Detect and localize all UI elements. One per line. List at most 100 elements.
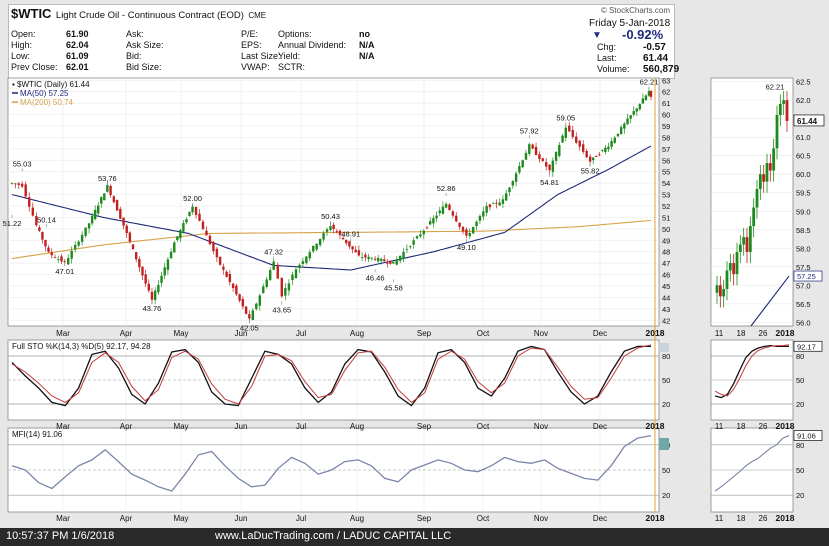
inset-x-label: 26 [759, 514, 768, 523]
candle-body [370, 257, 374, 259]
candle-body [623, 123, 626, 129]
price-tick-label: 42 [662, 316, 670, 325]
candle-body [67, 258, 70, 265]
candle-body [284, 288, 287, 296]
candle-body [208, 235, 212, 245]
annotation-label: 45.58 [384, 283, 403, 292]
candle-body [315, 243, 318, 250]
month-label: Apr [120, 514, 133, 523]
month-label: May [173, 422, 188, 431]
candle-body [38, 227, 41, 231]
candle-body [373, 258, 377, 260]
inset-ma50-label: 57.25 [797, 272, 816, 281]
candle-body [332, 224, 335, 230]
month-label: Jul [296, 329, 306, 338]
candle-body [521, 160, 524, 168]
month-label: Dec [593, 422, 607, 431]
candle-body [90, 215, 94, 224]
inset-mfi [714, 435, 790, 492]
inset-candle [768, 163, 772, 171]
candle-body [188, 211, 191, 216]
legend-sto: Full STO %K(14,3) %D(5) 92.17, 94.28 [12, 342, 151, 351]
inset-tick-label: 60.5 [796, 152, 811, 161]
candle-body [122, 217, 125, 226]
inset-candle [765, 163, 769, 182]
month-label: Nov [534, 329, 548, 338]
price-tick-label: 62 [662, 88, 670, 97]
price-candles [10, 88, 653, 324]
symbol: $WTIC [11, 6, 52, 21]
candle-body [528, 144, 531, 154]
candle-body [461, 226, 465, 232]
candle-body [616, 133, 620, 137]
month-label: Sep [417, 422, 432, 431]
inset-sto-box [793, 340, 823, 352]
quote-label: Bid Size: [126, 62, 162, 72]
candle-body [581, 144, 585, 152]
candle-body [57, 259, 60, 261]
inset-sto-k [714, 344, 789, 399]
candle-body [251, 310, 255, 321]
candle-body [17, 183, 20, 185]
price-tick-label: 50 [662, 225, 670, 234]
price-tick-label: 47 [662, 259, 670, 268]
zoom-inset: 56.0 56.5 57.0 57.5 58.0 58.5 59.0 59.5 60.0 60.5… [711, 78, 825, 523]
candle-body [415, 236, 419, 239]
month-label: Aug [350, 329, 364, 338]
candle-body [150, 291, 154, 300]
candle-body [488, 204, 492, 208]
candle-body [272, 261, 275, 270]
annotation-label: 59.05 [556, 113, 575, 122]
candle-body [84, 227, 87, 236]
price-tick-label: 58 [662, 133, 670, 142]
annotation-label: 57.92 [520, 126, 539, 135]
inset-candle [728, 263, 732, 271]
candle-body [632, 111, 635, 115]
legend-ma50: MA(50) 57.25 [20, 89, 69, 98]
candle-body [588, 156, 592, 162]
candle-body [389, 260, 392, 264]
price-annotations: 51.22 55.03 50.14 47.01 53.76 43.76 52.00 42.05… [3, 77, 659, 332]
month-label: 2018 [646, 513, 665, 523]
inset-candle [772, 148, 776, 171]
legend-ma200: MA(200) 50.74 [20, 98, 73, 107]
candle-body [93, 209, 97, 220]
annotation-label: 43.76 [143, 304, 162, 313]
inset-x-label: 18 [737, 514, 746, 523]
candle-body [585, 150, 588, 158]
candle-body [231, 283, 235, 289]
candle-body [518, 165, 521, 173]
inset-ma50-box [793, 270, 823, 282]
month-label: Jul [296, 422, 306, 431]
candle-body [44, 239, 47, 247]
quote-value: N/A [359, 40, 375, 50]
price-tick-label: 49 [662, 236, 670, 245]
month-label: Mar [56, 422, 70, 431]
price-tick-label: 52 [662, 202, 670, 211]
candle-body [20, 183, 24, 187]
quote-value: no [359, 29, 370, 39]
candle-body [544, 162, 548, 167]
inset-tick-label: 59.5 [796, 189, 811, 198]
ma200-line [11, 219, 652, 260]
price-tick-label: 61 [662, 99, 670, 108]
chart-canvas: 51.22 55.03 50.14 47.01 53.76 43.76 52.00 42.05… [3, 76, 825, 523]
price-tick-label: 45 [662, 282, 670, 291]
candle-body [160, 275, 163, 283]
price-tick-label: 48 [662, 248, 670, 257]
price-tick-label: 46 [662, 271, 670, 280]
candle-body [106, 184, 109, 192]
inset-tick-label: 57.0 [796, 281, 811, 290]
candle-body [498, 202, 501, 206]
annotation-label: 42.05 [240, 324, 259, 333]
quote-label: P/E: [241, 29, 259, 39]
candle-body [212, 242, 215, 252]
inset-candle [715, 285, 719, 293]
axis-labels: 42 43 44 45 46 47 48 49 50 51 52 53 54 55 56 57 58 59 60 61… [56, 76, 670, 523]
price-tick-label: 44 [662, 293, 670, 302]
candle-body [287, 283, 291, 291]
candle-body [448, 204, 451, 210]
osc-tick-label: 50 [662, 466, 670, 475]
candle-body [534, 146, 538, 156]
candle-body [351, 246, 354, 250]
